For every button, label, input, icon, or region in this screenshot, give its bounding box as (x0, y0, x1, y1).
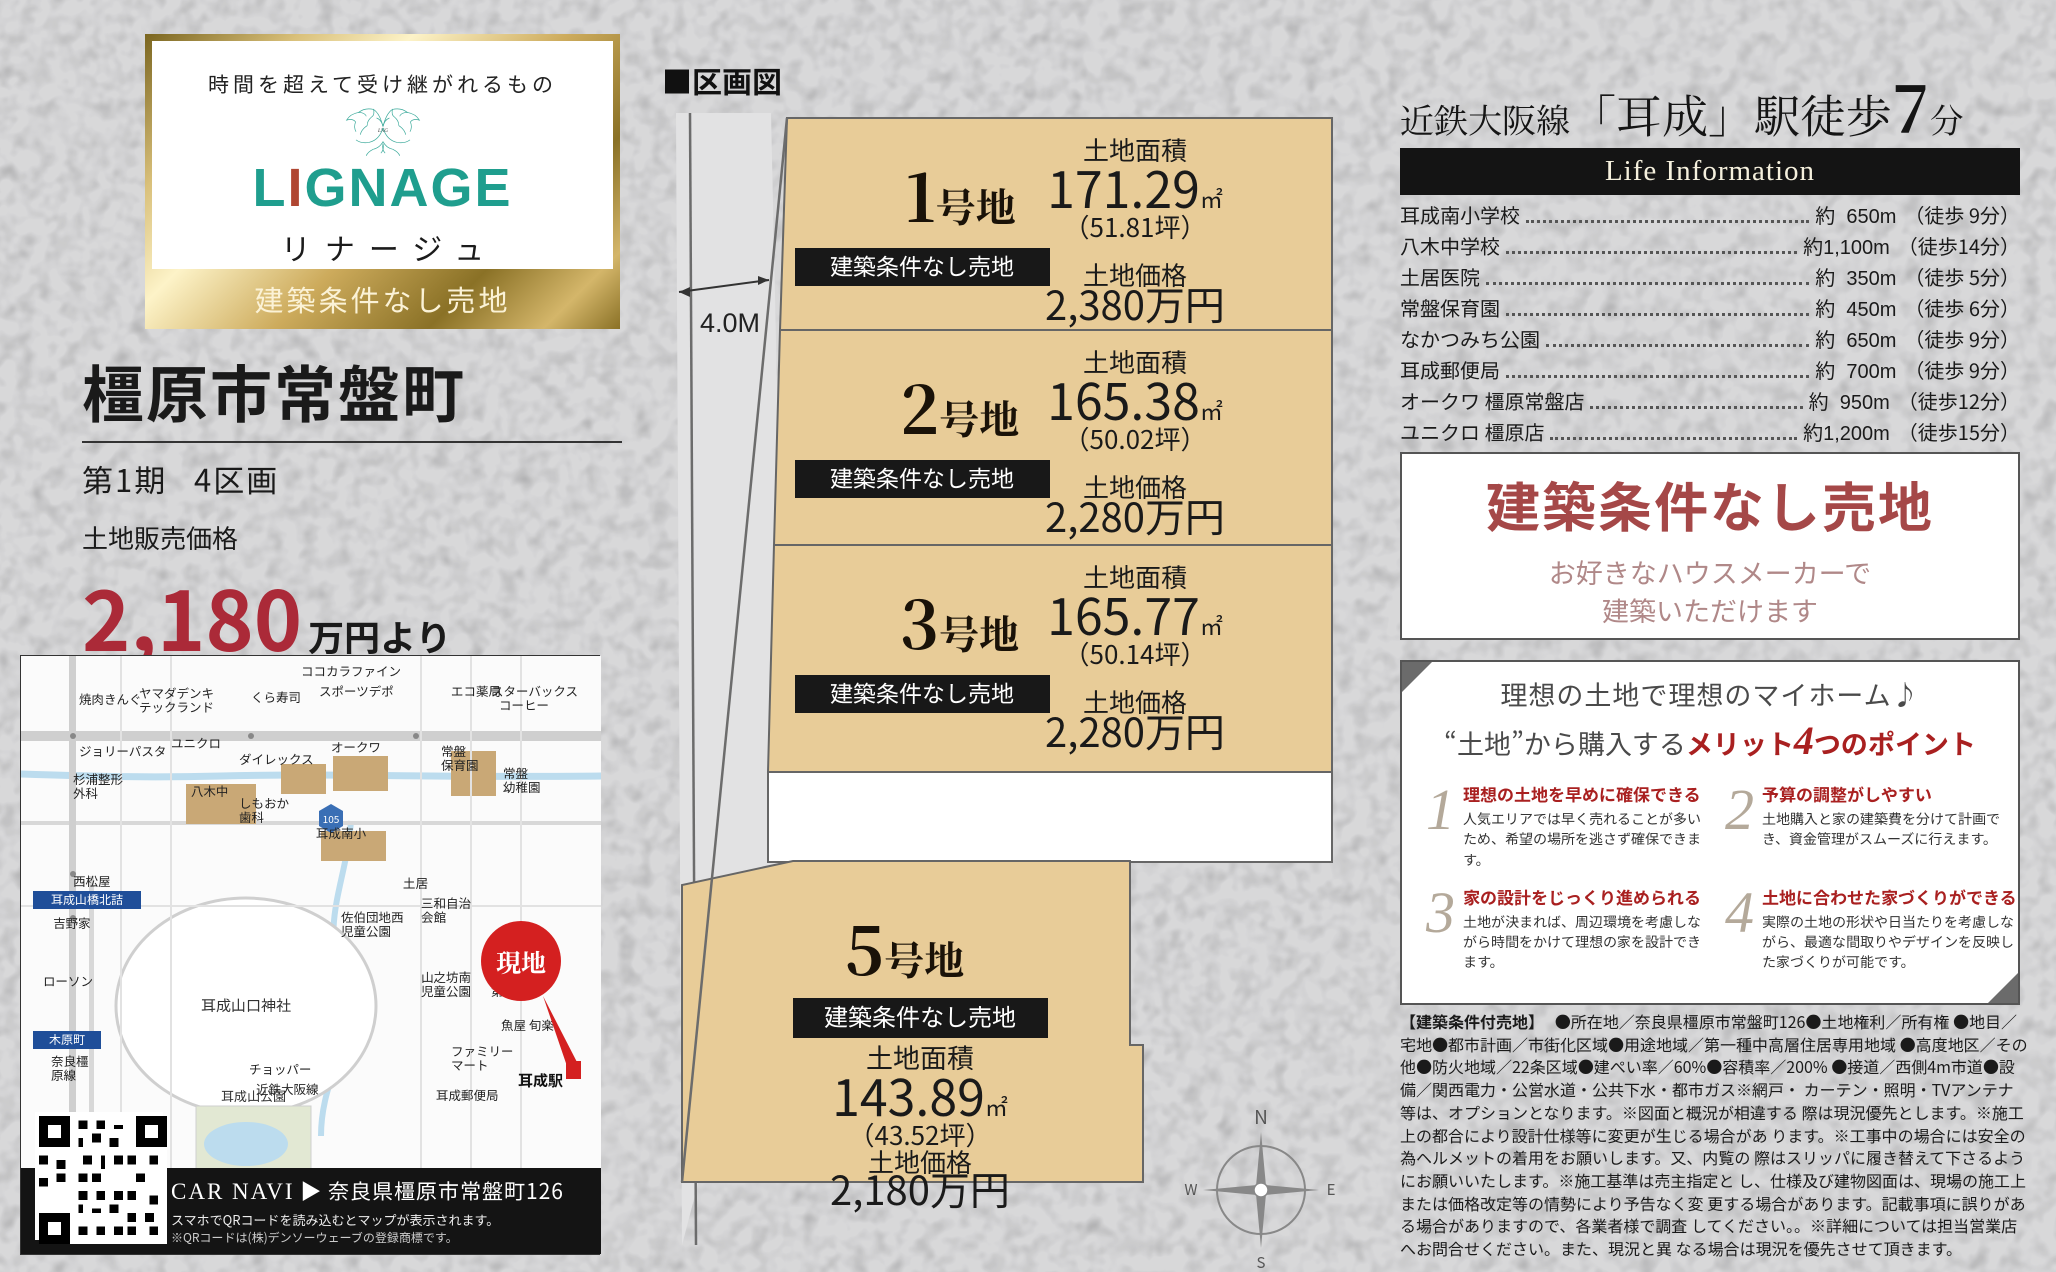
svg-text:建築条件なし売地: 建築条件なし売地 (830, 675, 1014, 709)
svg-text:建築条件なし売地: 建築条件なし売地 (824, 998, 1016, 1033)
svg-text:建築条件なし売地: 建築条件なし売地 (830, 460, 1014, 494)
svg-text:S: S (1257, 1252, 1266, 1272)
svg-text:（50.02坪）: （50.02坪） (1064, 420, 1207, 457)
svg-text:2,380万円: 2,380万円 (1045, 274, 1225, 332)
svg-text:（50.14坪）: （50.14坪） (1064, 635, 1207, 672)
svg-text:建築条件なし売地: 建築条件なし売地 (830, 248, 1014, 282)
svg-text:2,280万円: 2,280万円 (1045, 486, 1225, 544)
svg-text:N: N (1254, 1103, 1268, 1130)
svg-text:（51.81坪）: （51.81坪） (1064, 208, 1207, 245)
svg-text:W: W (1184, 1179, 1197, 1200)
svg-text:2,180万円: 2,180万円 (830, 1159, 1010, 1217)
svg-text:E: E (1327, 1179, 1336, 1200)
svg-text:4.0M: 4.0M (700, 308, 760, 338)
svg-text:2,280万円: 2,280万円 (1045, 701, 1225, 759)
